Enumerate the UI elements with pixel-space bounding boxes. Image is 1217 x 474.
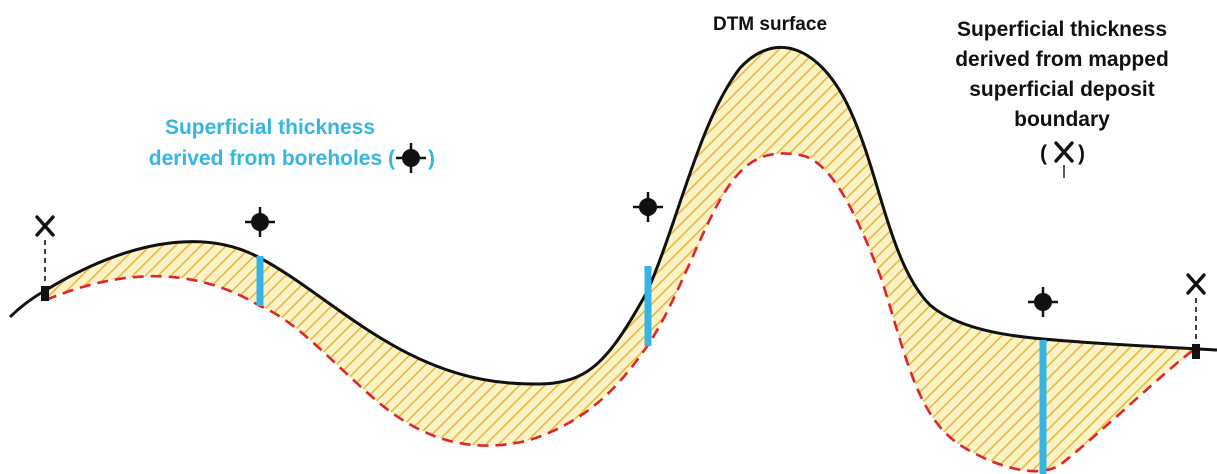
borehole-label-close: ) <box>428 147 435 170</box>
x-cross-icon <box>35 215 55 237</box>
mapped-label-line2: derived from mapped <box>955 48 1169 71</box>
mapped-label-line4: boundary <box>1014 108 1110 131</box>
borehole-crosshair-icon <box>243 205 277 239</box>
mapped-boundary-marker <box>35 215 55 301</box>
x-cross-icon <box>1054 141 1074 163</box>
mapped-label-open: ( <box>1040 142 1047 165</box>
borehole-crosshair-icon <box>394 141 428 175</box>
mapped-label-line3: superficial deposit <box>969 78 1155 101</box>
dtm-surface-line <box>8 45 1217 386</box>
mapped-label-line1: Superficial thickness <box>957 18 1167 41</box>
mapped-label-close: ) <box>1078 142 1085 165</box>
borehole-label-line1: Superficial thickness <box>165 116 375 139</box>
deposit-base-line <box>45 152 1197 473</box>
mapped-boundary-marker <box>1186 273 1206 359</box>
borehole-label-line2: derived from boreholes ( <box>149 147 395 170</box>
borehole-crosshair-icon <box>1026 285 1060 319</box>
borehole-crosshair-icon <box>631 190 665 224</box>
dtm-surface-label: DTM surface <box>713 14 827 35</box>
x-cross-icon <box>1186 273 1206 295</box>
